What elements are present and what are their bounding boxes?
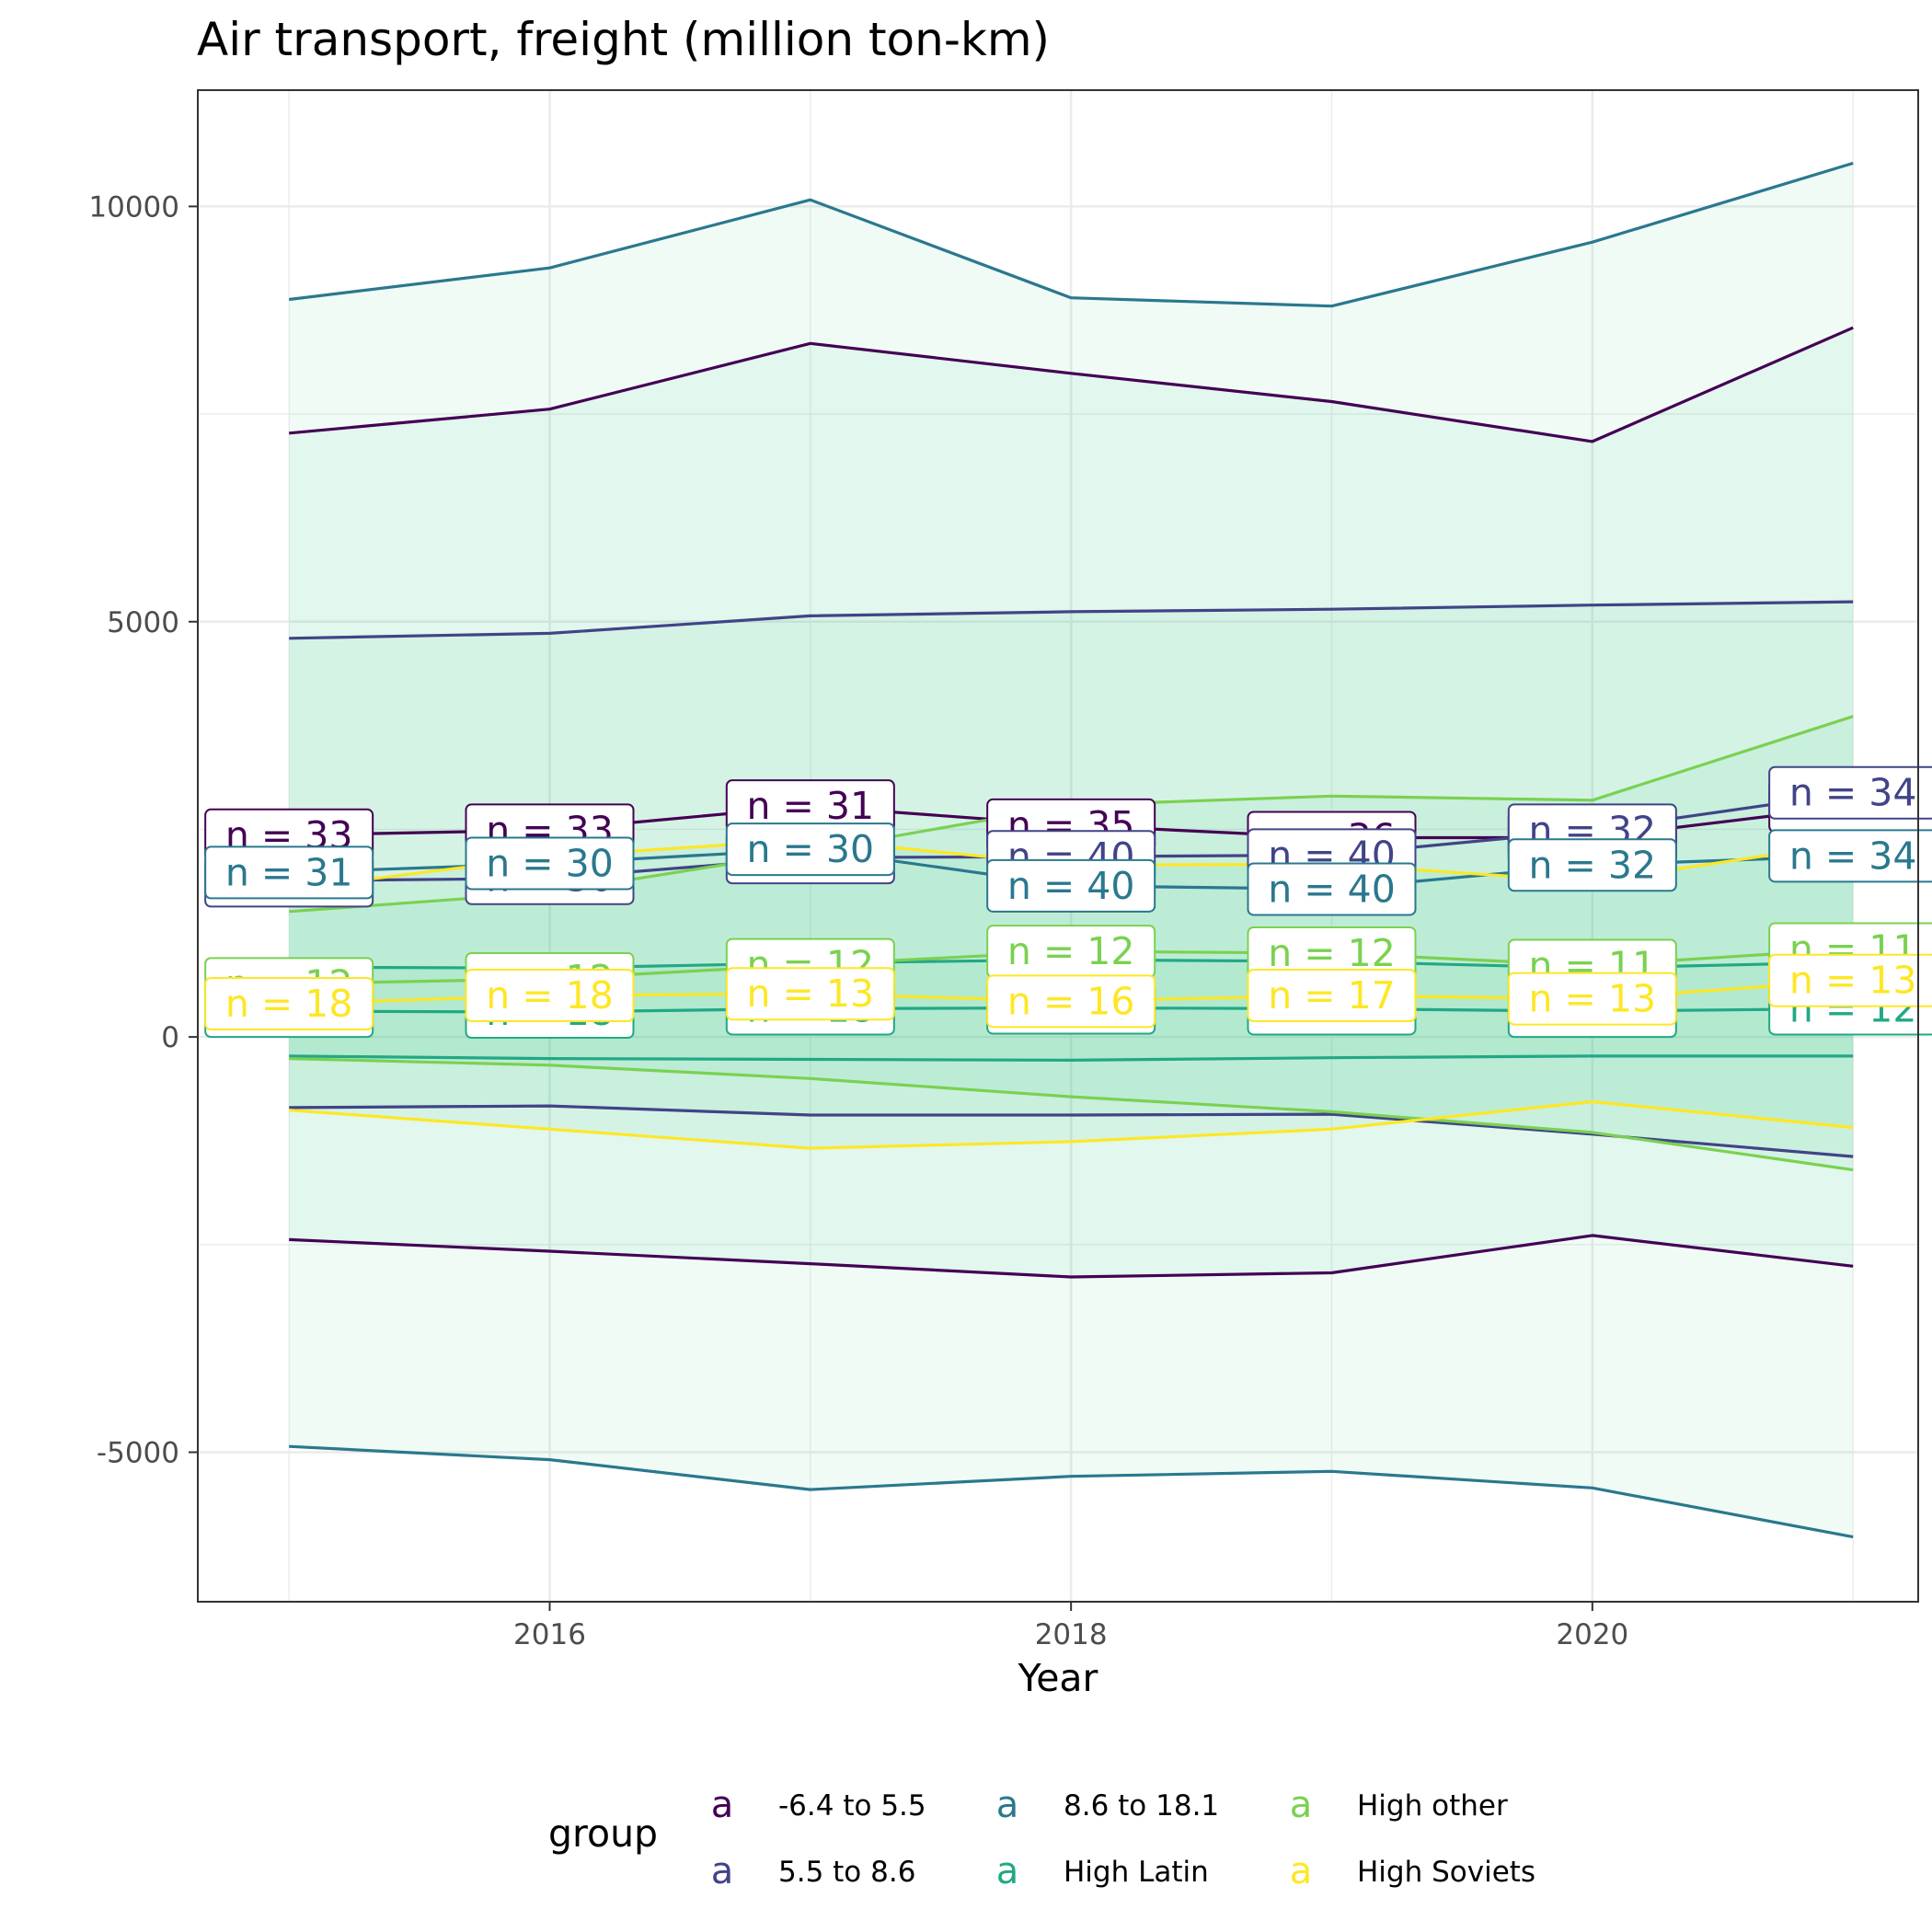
n-label: n = 13 bbox=[725, 967, 895, 1021]
n-label-text: n = 18 bbox=[486, 973, 614, 1018]
n-label: n = 18 bbox=[204, 977, 374, 1031]
n-label-box bbox=[465, 968, 635, 1022]
n-label: n = 30 bbox=[725, 822, 895, 877]
legend-label: High other bbox=[1357, 1789, 1508, 1823]
n-label-text: n = 30 bbox=[486, 841, 614, 885]
n-label: n = 17 bbox=[1247, 968, 1417, 1022]
n-label-box bbox=[204, 977, 374, 1031]
y-tick-label: 10000 bbox=[88, 190, 179, 224]
y-tick-label: -5000 bbox=[97, 1437, 179, 1470]
n-label: n = 32 bbox=[1507, 838, 1677, 892]
n-label-text: n = 18 bbox=[225, 982, 353, 1026]
n-label-box bbox=[1247, 968, 1417, 1022]
series-line-lower bbox=[289, 1099, 1854, 1150]
legend-item: a High other bbox=[1290, 1784, 1508, 1826]
n-label: n = 12 bbox=[1247, 926, 1417, 980]
n-label-box bbox=[1768, 953, 1932, 1007]
n-label-box bbox=[204, 845, 374, 900]
series-line-lower bbox=[289, 1104, 1854, 1158]
legend-key-glyph: a bbox=[711, 1850, 734, 1892]
series-line-upper bbox=[289, 600, 1854, 640]
legend-key-glyph: a bbox=[1290, 1784, 1313, 1826]
legend-key-glyph: a bbox=[996, 1850, 1019, 1892]
x-tick-label: 2020 bbox=[1556, 1618, 1628, 1651]
n-label-text: n = 12 bbox=[1268, 931, 1396, 975]
n-label-text: n = 40 bbox=[1268, 867, 1396, 911]
n-label-box bbox=[986, 858, 1156, 913]
n-label: n = 13 bbox=[1507, 972, 1677, 1026]
n-label: n = 16 bbox=[986, 974, 1156, 1029]
plot-panel-border bbox=[197, 89, 1919, 1603]
n-label-box bbox=[465, 836, 635, 891]
series-line-lower bbox=[289, 1057, 1854, 1172]
n-label-box bbox=[1768, 765, 1932, 820]
n-label-box bbox=[986, 974, 1156, 1029]
n-label-text: n = 31 bbox=[747, 784, 875, 828]
n-label-text: n = 40 bbox=[1007, 864, 1135, 908]
series-line-lower bbox=[289, 1234, 1854, 1279]
n-label: n = 18 bbox=[465, 968, 635, 1022]
series-line-lower bbox=[289, 1054, 1854, 1063]
n-label: n = 31 bbox=[204, 845, 374, 900]
n-label-text: n = 32 bbox=[1529, 843, 1657, 887]
y-axis: -5000 0 5000 10000 bbox=[88, 190, 198, 1470]
x-tick-label: 2016 bbox=[513, 1618, 586, 1651]
legend-label: 5.5 to 8.6 bbox=[778, 1856, 915, 1889]
legend-label: High Latin bbox=[1064, 1856, 1209, 1889]
n-label-box bbox=[725, 967, 895, 1021]
n-label-text: n = 13 bbox=[1529, 977, 1657, 1021]
legend-key-glyph: a bbox=[1290, 1850, 1313, 1892]
n-label-text: n = 13 bbox=[1789, 959, 1917, 1003]
series-line-upper bbox=[289, 161, 1854, 308]
y-tick-label: 5000 bbox=[107, 606, 179, 639]
legend-label: -6.4 to 5.5 bbox=[778, 1789, 926, 1823]
x-axis: 2016 2018 2020 bbox=[513, 1602, 1628, 1651]
n-label-box bbox=[1768, 829, 1932, 883]
n-label-box bbox=[1247, 862, 1417, 916]
n-label-box bbox=[1507, 838, 1677, 892]
legend-item: a 5.5 to 8.6 bbox=[711, 1850, 916, 1892]
n-label-text: n = 13 bbox=[747, 972, 875, 1016]
legend-key-glyph: a bbox=[711, 1784, 734, 1826]
legend-label: 8.6 to 18.1 bbox=[1064, 1789, 1219, 1823]
n-label: n = 40 bbox=[1247, 862, 1417, 916]
legend-label: High Soviets bbox=[1357, 1856, 1535, 1889]
chart-title: Air transport, freight (million ton-km) bbox=[197, 13, 1050, 66]
n-label: n = 34 bbox=[1768, 765, 1932, 820]
legend-item: a 8.6 to 18.1 bbox=[996, 1784, 1219, 1826]
n-label-text: n = 12 bbox=[1007, 929, 1135, 973]
n-label-layer: n = 33n = 33n = 31n = 35n = 36n = 29n = … bbox=[204, 765, 1932, 1040]
n-label: n = 34 bbox=[1768, 829, 1932, 883]
n-label-box bbox=[1507, 972, 1677, 1026]
n-label: n = 13 bbox=[1768, 953, 1932, 1007]
n-label-text: n = 16 bbox=[1007, 979, 1135, 1023]
n-label: n = 12 bbox=[986, 925, 1156, 979]
legend-item: a High Soviets bbox=[1290, 1850, 1535, 1892]
legend-key-glyph: a bbox=[996, 1784, 1019, 1826]
n-label-text: n = 34 bbox=[1789, 771, 1917, 815]
legend-item: a High Latin bbox=[996, 1850, 1209, 1892]
n-label-box bbox=[725, 822, 895, 877]
n-label: n = 31 bbox=[725, 779, 895, 834]
n-label: n = 30 bbox=[465, 836, 635, 891]
y-tick-label: 0 bbox=[161, 1021, 179, 1054]
series-line-upper bbox=[289, 326, 1854, 443]
legend: group a -6.4 to 5.5 a 5.5 to 8.6 a 8.6 to 18.… bbox=[548, 1784, 1535, 1892]
n-label: n = 40 bbox=[986, 858, 1156, 913]
legend-item: a -6.4 to 5.5 bbox=[711, 1784, 926, 1826]
n-label-text: n = 17 bbox=[1268, 973, 1396, 1018]
n-label-text: n = 34 bbox=[1789, 834, 1917, 878]
n-label-text: n = 30 bbox=[747, 827, 875, 871]
n-label-text: n = 31 bbox=[225, 850, 353, 894]
series-line-lower bbox=[289, 1444, 1854, 1539]
legend-title: group bbox=[548, 1811, 658, 1856]
x-axis-title: Year bbox=[1018, 1656, 1098, 1700]
x-tick-label: 2018 bbox=[1035, 1618, 1108, 1651]
